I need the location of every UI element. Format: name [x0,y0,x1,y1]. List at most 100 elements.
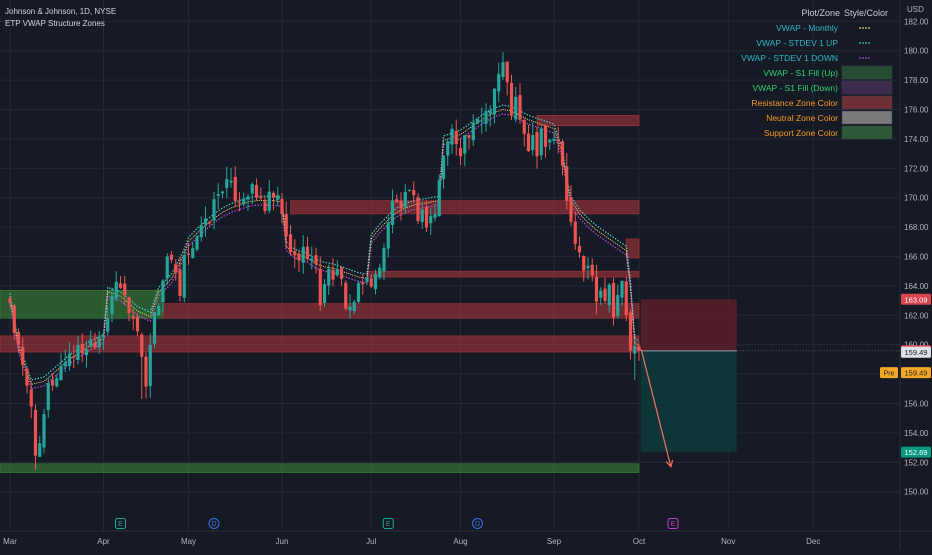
legend-swatch-fill [841,125,893,140]
event-letter: E [671,521,676,528]
candle-body [101,335,106,338]
candle [55,374,59,388]
candle-body [148,344,152,386]
candle-body [603,288,607,302]
take-profit-area[interactable] [640,350,737,453]
legend-swatch-dots [862,42,864,44]
candle [131,308,135,331]
event-marker-dividend[interactable]: D [208,518,220,529]
candle [620,280,624,306]
candle-body [208,221,212,224]
candle-body [407,189,412,191]
trade-position-box[interactable] [640,299,900,453]
candle [603,277,607,304]
candle [429,208,433,235]
candle-body [131,316,135,319]
candle [191,241,195,259]
price-tick-label: 172.00 [904,164,929,173]
event-marker-earnings[interactable]: E [382,518,394,529]
candle-body [191,248,195,258]
indicator-title[interactable]: ETP VWAP Structure Zones [5,19,105,28]
candle [208,221,212,226]
time-tick-label: Sep [547,537,562,546]
candle-body [33,409,38,456]
price-tick-label: 154.00 [904,429,929,438]
candle [38,435,42,458]
candle [174,259,178,281]
candle-body [420,209,424,223]
candle [135,312,140,337]
candle [577,236,582,258]
candle [84,341,89,368]
candle-body [594,277,599,302]
legend-swatch-fill [841,65,893,80]
candle [280,193,284,224]
candle [356,280,361,304]
price-tick-label: 174.00 [904,135,929,144]
stop-loss-area[interactable] [640,299,737,351]
legend-swatch-dots [868,57,870,59]
legend-row-label: VWAP - S1 Fill (Down) [753,83,839,93]
candle-body [556,140,560,142]
candle [539,125,543,160]
candle [46,377,50,419]
symbol-title[interactable]: Johnson & Johnson, 1D, NYSE [5,7,116,16]
candle-body [577,245,582,253]
event-marker-dividend[interactable]: D [472,518,483,529]
time-axis[interactable]: Mar Apr May Jun Jul Aug Sep Oct Nov Dec [3,537,820,546]
candle-body [535,132,539,157]
candle [573,211,577,250]
candle [21,337,25,376]
candle-body [67,353,72,367]
price-tick-label: 156.00 [904,400,929,409]
time-tick-label: Apr [97,537,110,546]
candle-body [586,265,590,269]
candle [195,234,199,252]
candle-body [80,343,84,354]
candle-body [203,218,208,225]
candle [467,134,471,150]
candle [267,179,271,214]
legend-swatch-dots [868,42,870,44]
candle-body [237,202,242,204]
pre-market-badge [880,367,898,379]
candle-body [118,283,123,288]
candle [352,299,356,315]
candle-body [539,128,543,156]
candle-body [8,298,12,303]
arrow-shaft [640,348,672,467]
candle [25,367,29,394]
candle-body [565,166,569,201]
candle-body [195,236,199,250]
support-zone [0,463,640,473]
candle-body [229,180,233,183]
candle [514,86,518,123]
candle-body [318,268,322,306]
candle-body [25,368,29,386]
candle [229,168,233,188]
candle [89,330,93,348]
legend-row-label: VWAP - STDEV 1 DOWN [741,53,838,63]
candle [101,331,106,350]
grid-lines [0,0,900,531]
projection-arrow [640,348,674,468]
candle-body [152,312,157,344]
candle-body [254,185,259,198]
candle-body [599,290,603,298]
candle [233,166,237,207]
event-letter: D [475,521,480,528]
event-marker-earnings[interactable]: E [115,518,126,529]
candle [254,178,259,201]
event-marker-earnings-upcoming[interactable]: E [667,518,679,529]
candle-body [339,267,344,279]
candle [199,216,203,242]
candle-body [322,284,327,303]
price-tick-label: 152.00 [904,458,929,467]
candle [594,265,599,314]
price-tick-label: 168.00 [904,223,929,232]
event-letter: E [118,521,123,528]
candle-body [590,264,594,276]
